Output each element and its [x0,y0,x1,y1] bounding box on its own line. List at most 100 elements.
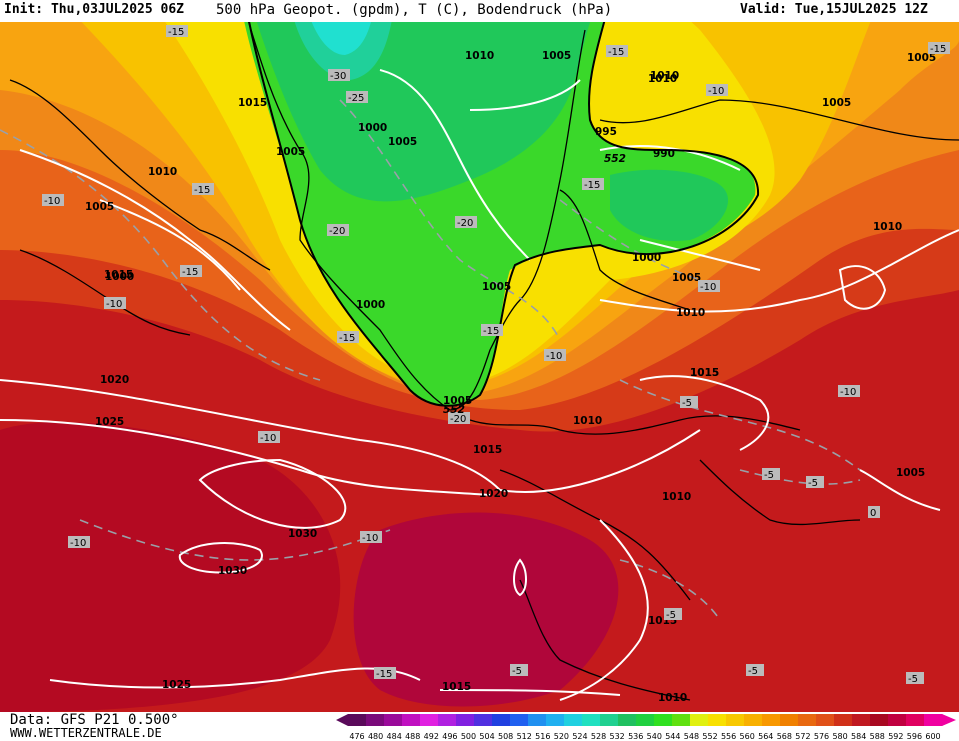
colorbar-tick-label: 544 [665,732,680,741]
temp-label: 0 [870,508,876,519]
temp-label: -10 [708,86,724,97]
isobar-label: 1015 [104,269,133,281]
temp-label: -5 [908,674,918,685]
field-hot-core [353,512,619,707]
isobar-label: 995 [595,126,617,138]
colorbar-swatch [438,714,457,726]
colorbar-swatch [582,714,601,726]
temp-label: -10 [106,299,122,310]
colorbar-tick-label: 572 [795,732,810,741]
temp-label: -15 [168,27,184,38]
temp-label: -15 [182,267,198,278]
colorbar-swatch [366,714,385,726]
colorbar-swatch [492,714,511,726]
colorbar-swatch [690,714,709,726]
colorbar-swatch [384,714,403,726]
isobar-label: 1010 [648,73,677,85]
temp-label: -5 [666,610,676,621]
colorbar-swatch [744,714,763,726]
colorbar-swatch [726,714,745,726]
isobar-label: 1005 [542,50,571,62]
isobar-label: 1010 [662,491,691,503]
colorbar-tick-label: 520 [554,732,569,741]
colorbar-swatch [528,714,547,726]
colorbar-tick-label: 548 [684,732,699,741]
isobar-label: 1025 [95,416,124,428]
temp-label: -15 [483,326,499,337]
isobar-label: 1015 [690,367,719,379]
chart-title: 500 hPa Geopot. (gpdm), T (C), Bodendruc… [216,2,613,18]
colorbar-tick-label: 568 [777,732,792,741]
colorbar-tick-label: 536 [628,732,643,741]
isobar-label: 1000 [105,271,134,283]
isobar-label: 1010 [465,50,494,62]
init-time: Init: Thu,03JUL2025 06Z [4,2,185,17]
field-hot-west [0,421,341,712]
colorbar: 476 480 484 488 492 496 500 504 508 512 516 520 524 5… [336,714,956,741]
temp-label: -5 [764,470,774,481]
isotherms [0,99,861,621]
colorbar-swatch [780,714,799,726]
temp-label: -10 [44,196,60,207]
colorbar-tick-label: 500 [461,732,476,741]
colorbar-tick-label: 556 [721,732,736,741]
temp-label: -10 [260,433,276,444]
data-source: Data: GFS P21 0.500° [10,712,179,728]
colorbar-tick-label: 504 [479,732,494,741]
temp-label: -20 [457,218,473,229]
isobar-label: 1020 [100,374,129,386]
isobar-label: 1005 [907,52,936,64]
isobar-label: 1005 [276,146,305,158]
isobar-label: 1030 [218,565,247,577]
colorbar-tick-label: 552 [702,732,717,741]
colorbar-swatch [420,714,439,726]
temp-label: -15 [930,44,946,55]
isobar-label: 1005 [388,136,417,148]
colorbar-swatch [474,714,493,726]
isobar-label: 1005 [443,395,472,407]
field-trough-east [610,169,729,241]
temp-label: -10 [700,282,716,293]
colorbar-swatch [672,714,691,726]
colorbar-swatch [906,714,925,726]
temp-label: -15 [584,180,600,191]
colorbar-tick-label: 492 [424,732,439,741]
colorbar-swatch [762,714,781,726]
colorbar-tick-label: 592 [888,732,903,741]
colorbar-tick-label: 512 [517,732,532,741]
temp-label: -10 [70,538,86,549]
colorbar-swatch [834,714,853,726]
colorbar-swatch [654,714,673,726]
colorbar-tick-label: 584 [851,732,866,741]
colorbar-arrow-left [336,714,348,726]
isobar-label: 1015 [238,97,267,109]
temp-label: -5 [682,398,692,409]
temp-label: -10 [362,533,378,544]
temp-label: -15 [339,333,355,344]
colorbar-tick-label: 600 [925,732,940,741]
colorbar-swatch [852,714,871,726]
isobar-labels: 1015 1010 1005 1000 1005 1000 1005 1010 … [85,50,936,704]
temp-label: -5 [512,666,522,677]
temp-label: -5 [748,666,758,677]
temp-label: -5 [808,478,818,489]
isobar-label: 1010 [573,415,602,427]
colorbar-swatch [546,714,565,726]
colorbar-tick-label: 576 [814,732,829,741]
contour-552 [244,0,760,407]
isobar-label: 1010 [676,307,705,319]
isobar-label: 1020 [479,488,508,500]
colorbar-arrow-right [942,714,956,726]
colorbar-tick-label: 540 [647,732,662,741]
isobars [0,69,959,701]
contour-552-label: 552 [443,404,465,416]
isobar-label: 1025 [162,679,191,691]
colorbar-swatch [600,714,619,726]
colorbar-tick-label: 480 [368,732,383,741]
colorbar-swatch [348,714,367,726]
isobar-label: 1005 [822,97,851,109]
isobar-label: 1000 [358,122,387,134]
temp-label: -10 [840,387,856,398]
colorbar-swatch [888,714,907,726]
isobar-label: 1030 [288,528,317,540]
